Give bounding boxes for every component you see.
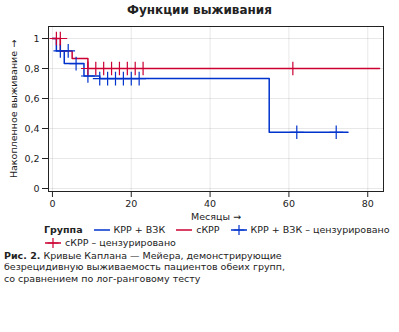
svg-text:0,6: 0,6 — [24, 93, 39, 104]
svg-text:0,8: 0,8 — [24, 63, 39, 74]
html-text:КРР + ВЗК – цензурировано: КРР + ВЗК – цензурировано — [250, 224, 390, 235]
html-text:КРР + ВЗК: КРР + ВЗК — [113, 224, 166, 235]
html-text:Функции выживания: Функции выживания — [127, 3, 272, 17]
svg-text:1: 1 — [33, 33, 39, 44]
svg-text:40: 40 — [204, 198, 216, 209]
html-text:сКРР – цензурировано: сКРР – цензурировано — [65, 237, 176, 248]
svg-text:0,2: 0,2 — [24, 153, 39, 164]
svg-text:80: 80 — [362, 198, 374, 209]
svg-text:Накопленное выживание →: Накопленное выживание → — [8, 40, 19, 178]
html-text:Рис. 2. Кривые Каплана — Мейер: Рис. 2. Кривые Каплана — Мейера, демонст… — [4, 250, 285, 284]
svg-text:0: 0 — [49, 198, 55, 209]
html-text:Группа: Группа — [44, 224, 83, 235]
svg-text:20: 20 — [125, 198, 137, 209]
svg-text:0: 0 — [33, 183, 39, 194]
svg-text:60: 60 — [283, 198, 295, 209]
svg-text:Месяцы →: Месяцы → — [191, 211, 241, 222]
svg-text:0,4: 0,4 — [24, 123, 39, 134]
html-text:сКРР: сКРР — [196, 224, 220, 235]
